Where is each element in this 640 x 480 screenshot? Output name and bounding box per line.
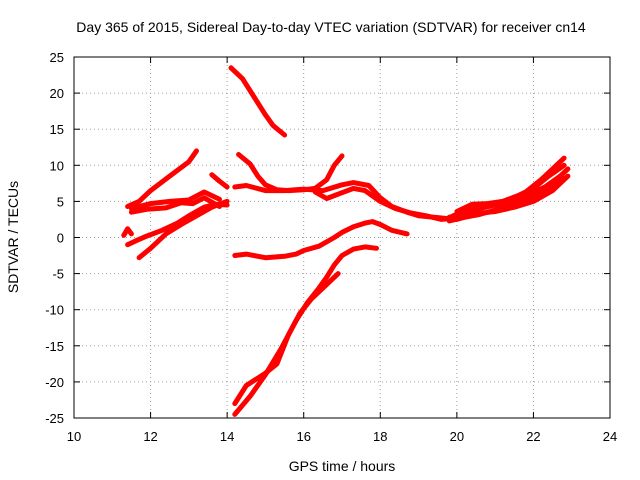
y-tick-label: -15 [45, 339, 64, 354]
series-arc-4 [128, 195, 222, 215]
y-tick-label: 15 [50, 122, 64, 137]
axis-ticks: 10 12 14 16 18 20 22 24 -25 -20 -15 -10 -5 0 5 10 15 20 25 [45, 50, 617, 444]
x-tick-label: 18 [373, 429, 387, 444]
x-axis-label: GPS time / hours [289, 458, 396, 474]
series-arc-12 [232, 219, 410, 261]
y-tick-label: 5 [57, 194, 64, 209]
x-tick-label: 22 [526, 429, 540, 444]
x-tick-label: 14 [220, 429, 234, 444]
grid [74, 57, 610, 418]
x-tick-label: 10 [67, 429, 81, 444]
x-tick-label: 16 [296, 429, 310, 444]
y-tick-label: 25 [50, 50, 64, 65]
series-arc-3 [128, 189, 222, 212]
series-arc-7 [136, 198, 230, 261]
chart-title: Day 365 of 2015, Sidereal Day-to-day VTE… [76, 19, 586, 35]
y-tick-label: -25 [45, 411, 64, 426]
series-arc-14 [232, 271, 341, 407]
x-tick-label: 12 [143, 429, 157, 444]
y-tick-label: 20 [50, 86, 64, 101]
series-arc-5 [209, 172, 230, 190]
data-series-group [121, 65, 571, 417]
series-arc-11 [312, 185, 460, 222]
series-arc-13 [232, 244, 379, 417]
y-tick-label: -20 [45, 375, 64, 390]
y-tick-label: 0 [57, 231, 64, 246]
y-axis-label: SDTVAR / TECUs [5, 181, 21, 293]
series-arc-8 [121, 226, 134, 238]
y-tick-label: -5 [52, 267, 64, 282]
series-arc-18 [450, 166, 571, 219]
series-arc-1 [228, 65, 288, 138]
x-tick-label: 20 [450, 429, 464, 444]
x-tick-label: 24 [603, 429, 617, 444]
y-tick-label: -10 [45, 303, 64, 318]
y-tick-label: 10 [50, 158, 64, 173]
series-arc-2 [125, 148, 199, 209]
series-arc-19 [454, 173, 571, 222]
